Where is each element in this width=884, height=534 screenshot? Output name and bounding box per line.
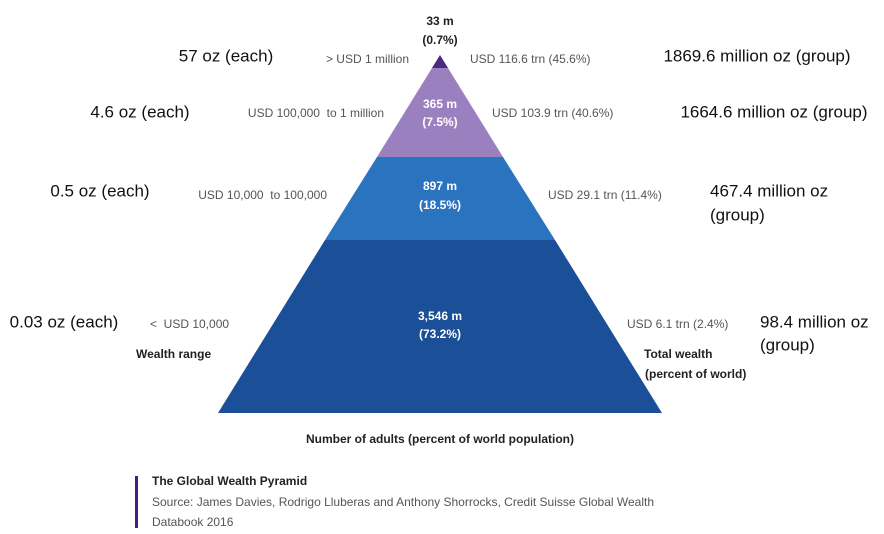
gold-each: 0.5 oz (each) — [50, 181, 149, 200]
adults-pct: (18.5%) — [419, 198, 461, 212]
gold-group: 1664.6 million oz (group) — [680, 102, 867, 121]
range: USD 100,000 to 1 million — [248, 106, 384, 120]
footer-title: The Global Wealth Pyramid — [152, 474, 307, 488]
adults: 33 m — [426, 14, 453, 28]
range: > USD 1 million — [326, 52, 409, 66]
range: USD 10,000 to 100,000 — [198, 188, 327, 202]
adults-axis-label: Number of adults (percent of world popul… — [306, 432, 574, 446]
wealth: USD 103.9 trn (40.6%) — [492, 106, 613, 120]
adults: 3,546 m — [418, 309, 462, 323]
gold-group: 98.4 million oz — [760, 312, 869, 331]
adults-pct: (73.2%) — [419, 327, 461, 341]
footer-source: Source: James Davies, Rodrigo Lluberas a… — [152, 495, 654, 509]
adults-pct: (7.5%) — [422, 115, 457, 129]
adults: 897 m — [423, 179, 457, 193]
gold-group: 467.4 million oz — [710, 181, 828, 200]
footer-bar — [135, 476, 138, 528]
gold-group: 1869.6 million oz (group) — [663, 46, 850, 65]
total-wealth-label: (percent of world) — [645, 367, 746, 381]
adults: 365 m — [423, 97, 457, 111]
tier-2 — [377, 68, 503, 157]
tier-3 — [325, 157, 555, 240]
gold-each: 57 oz (each) — [179, 46, 274, 65]
wealth: USD 29.1 trn (11.4%) — [548, 188, 662, 202]
wealth: USD 116.6 trn (45.6%) — [470, 52, 591, 66]
range: < USD 10,000 — [150, 317, 229, 331]
tier-4 — [218, 240, 662, 413]
tier-top — [432, 55, 448, 68]
gold-group: (group) — [760, 335, 815, 354]
gold-group: (group) — [710, 205, 765, 224]
adults-pct: (0.7%) — [422, 33, 457, 47]
footer-source: Databook 2016 — [152, 515, 234, 529]
wealth: USD 6.1 trn (2.4%) — [627, 317, 728, 331]
gold-each: 4.6 oz (each) — [90, 102, 189, 121]
total-wealth-label: Total wealth — [644, 347, 712, 361]
gold-each: 0.03 oz (each) — [10, 312, 119, 331]
wealth-range-label: Wealth range — [136, 347, 211, 361]
